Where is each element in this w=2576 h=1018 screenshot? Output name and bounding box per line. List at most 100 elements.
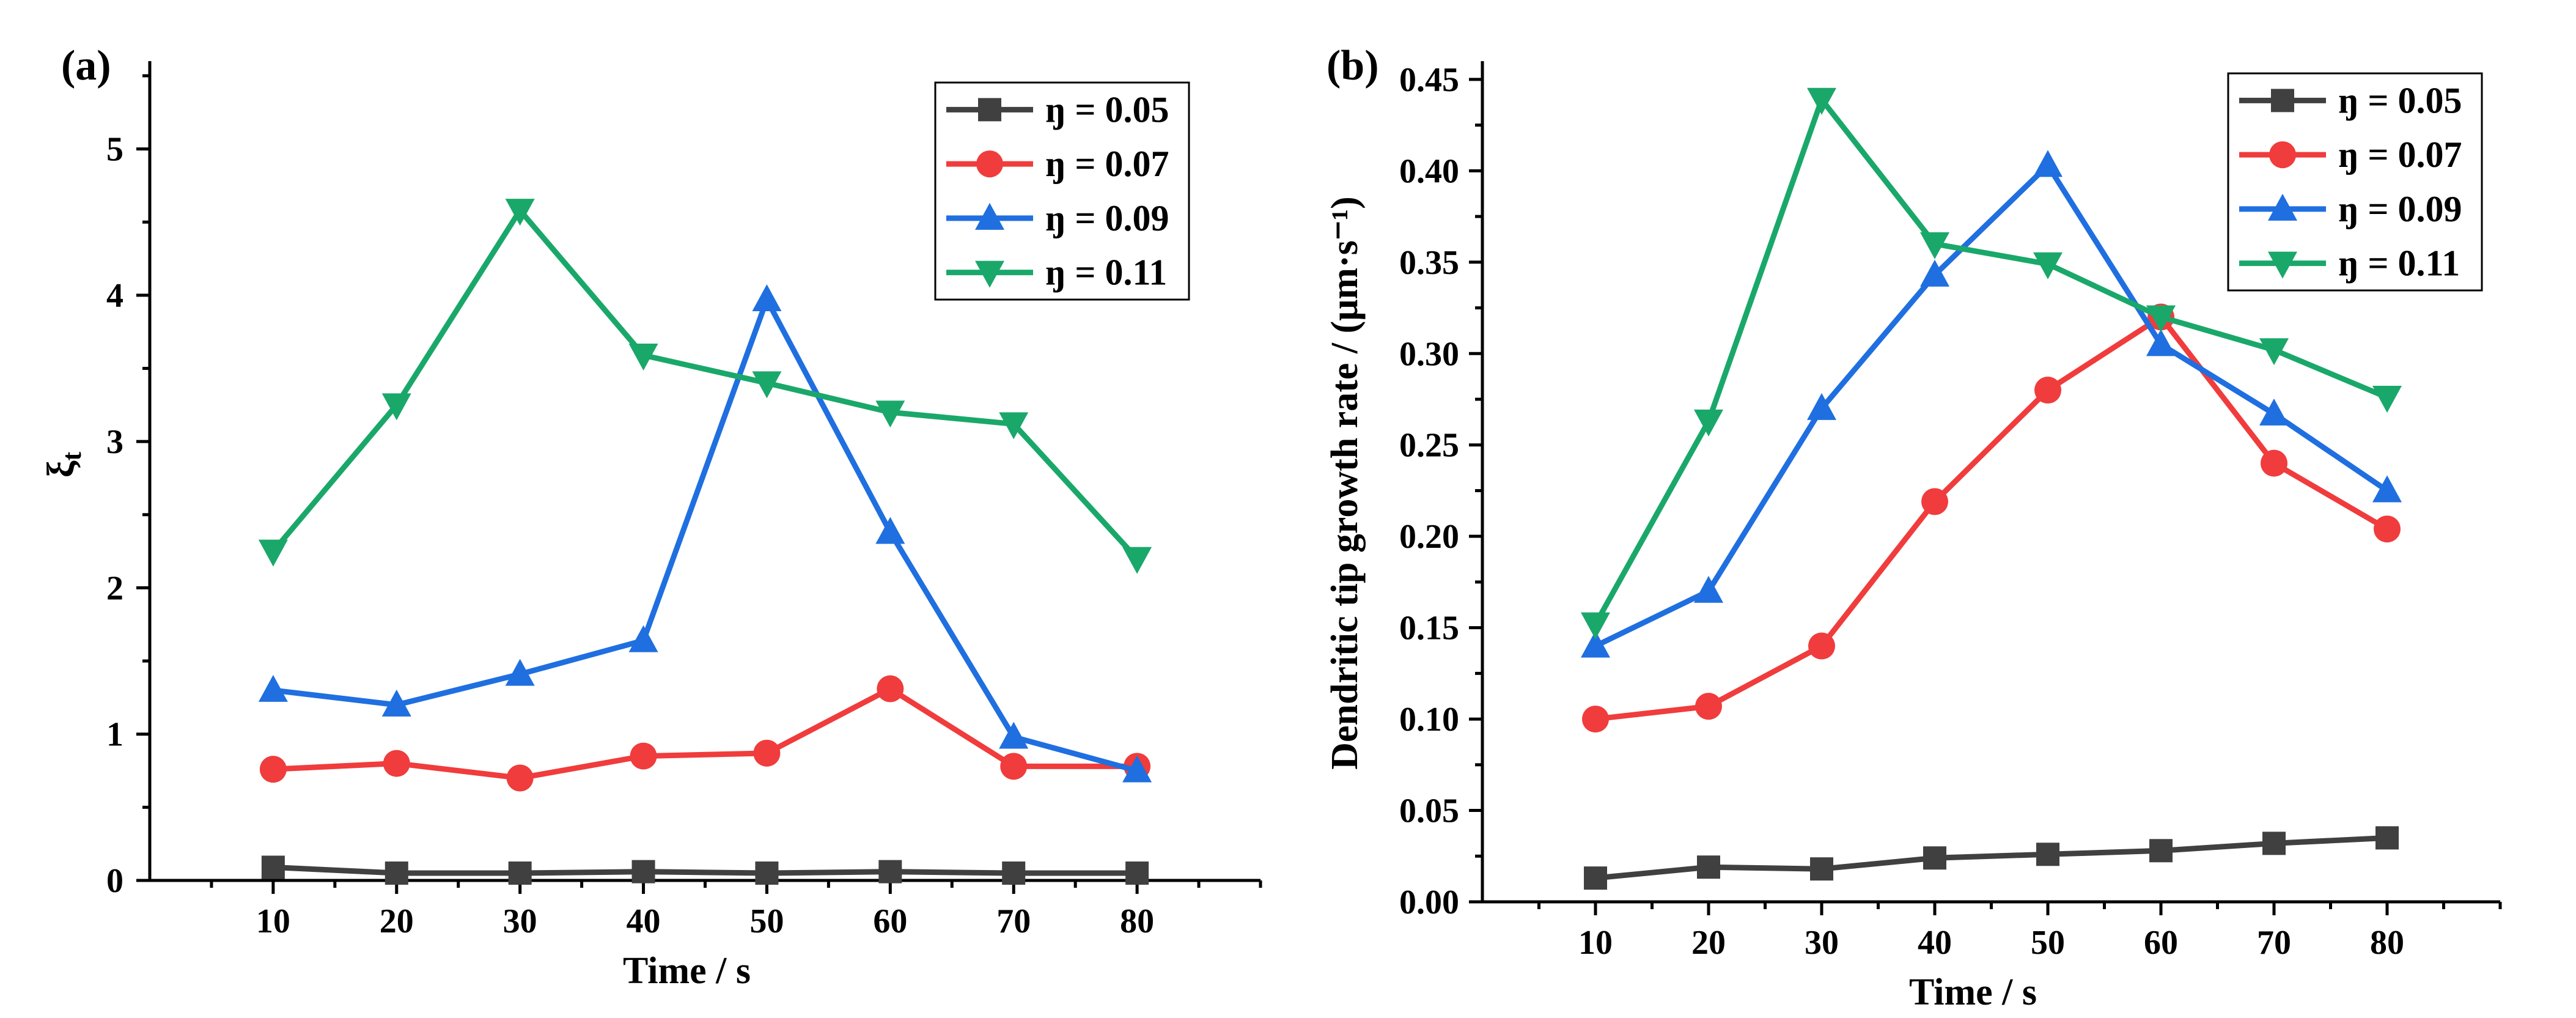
- data-point-series-4: [1581, 612, 1610, 640]
- y-axis-title: ξt: [40, 452, 87, 478]
- legend: ŋ = 0.05 ŋ = 0.07 ŋ = 0.09 ŋ = 0.11: [934, 81, 1190, 301]
- legend-entry-label: ŋ = 0.09: [2338, 189, 2462, 229]
- y-tick-label: 0.40: [1399, 152, 1459, 190]
- x-tick-label: 50: [749, 902, 784, 940]
- series-line-1: [273, 864, 1138, 876]
- data-point-series-4: [2033, 252, 2063, 279]
- legend-marker: [978, 98, 1001, 122]
- x-tick-label: 10: [256, 902, 290, 940]
- legend-marker: [2271, 89, 2294, 112]
- data-point-series-4: [2259, 338, 2289, 366]
- y-tick-label: 0.30: [1399, 335, 1459, 373]
- x-tick-label: 20: [1691, 924, 1726, 962]
- data-point-series-1: [878, 860, 902, 883]
- data-point-series-4: [1920, 232, 1949, 259]
- data-point-series-2: [753, 739, 781, 767]
- data-point-series-2: [630, 742, 657, 770]
- x-tick-label: 60: [2144, 924, 2178, 962]
- legend-marker: [2268, 193, 2297, 221]
- legend-marker: [2268, 251, 2297, 279]
- panel-label: (b): [1327, 42, 1379, 89]
- data-point-series-1: [1810, 857, 1833, 881]
- data-point-series-2: [1000, 753, 1028, 780]
- x-tick-label: 50: [2031, 924, 2065, 962]
- legend-entry-label: ŋ = 0.11: [2338, 243, 2460, 284]
- series-line-3: [273, 297, 1138, 773]
- y-tick-label: 0.45: [1399, 61, 1459, 99]
- chart-panel-a: 0 1 2 3 4 5 10 20 30 40 50 60 70 80 Time / s ξt (a) ŋ = 0…: [40, 42, 1262, 992]
- legend-marker: [975, 202, 1004, 230]
- y-tick-label: 0: [106, 862, 123, 900]
- data-point-series-1: [2036, 843, 2059, 866]
- series-line-1: [1595, 835, 2388, 881]
- y-tick-label: 0.20: [1399, 518, 1459, 556]
- data-point-series-2: [2374, 515, 2401, 543]
- y-tick-label: 0.25: [1399, 427, 1459, 465]
- data-point-series-3: [752, 284, 782, 312]
- x-tick-label: 80: [1120, 902, 1154, 940]
- data-point-series-2: [2034, 377, 2061, 404]
- data-point-series-3: [1122, 755, 1152, 783]
- data-point-series-2: [1582, 706, 1609, 733]
- data-point-series-3: [999, 721, 1029, 749]
- x-tick-label: 70: [996, 902, 1031, 940]
- data-point-series-3: [628, 625, 658, 652]
- data-point-series-4: [381, 393, 411, 421]
- x-axis-title: Time / s: [1909, 972, 2037, 1013]
- data-point-series-2: [1695, 693, 1722, 720]
- x-tick-label: 10: [1578, 924, 1613, 962]
- data-point-series-1: [2375, 826, 2399, 850]
- data-point-series-1: [508, 861, 532, 885]
- x-tick-label: 40: [627, 902, 661, 940]
- x-tick-label: 70: [2257, 924, 2291, 962]
- data-point-series-3: [875, 517, 905, 544]
- legend-marker: [2269, 141, 2296, 169]
- data-point-series-2: [506, 764, 534, 792]
- legend: ŋ = 0.05 ŋ = 0.07 ŋ = 0.09 ŋ = 0.11: [2227, 72, 2483, 292]
- y-tick-label: 0.15: [1399, 610, 1459, 647]
- y-tick-label: 0.05: [1399, 792, 1459, 830]
- y-tick-label: 5: [106, 131, 123, 169]
- data-point-series-4: [2146, 305, 2176, 333]
- y-tick-label: 1: [106, 716, 123, 754]
- data-point-series-3: [1581, 630, 1610, 658]
- data-point-series-1: [2149, 839, 2173, 863]
- data-point-series-4: [1694, 409, 1723, 437]
- panel-label: (a): [61, 42, 111, 89]
- y-tick-label: 0.10: [1399, 701, 1459, 739]
- data-point-series-3: [2033, 150, 2063, 177]
- legend-marker: [976, 150, 1003, 178]
- data-point-series-2: [259, 756, 287, 783]
- x-tick-label: 30: [503, 902, 537, 940]
- data-point-series-4: [628, 343, 658, 371]
- data-point-series-3: [2146, 329, 2176, 356]
- data-point-series-3: [1694, 575, 1723, 603]
- data-point-series-4: [752, 371, 782, 399]
- data-point-series-2: [383, 750, 410, 777]
- x-tick-label: 40: [1918, 924, 1952, 962]
- series-line-4: [271, 207, 1139, 561]
- data-point-series-2: [2261, 449, 2287, 477]
- data-point-series-1: [1125, 861, 1149, 885]
- data-point-series-1: [1697, 855, 1720, 879]
- data-point-series-3: [505, 658, 535, 686]
- y-tick-label: 3: [106, 423, 123, 461]
- legend-entry-label: ŋ = 0.07: [1045, 144, 1169, 184]
- data-point-series-3: [1807, 393, 1836, 420]
- data-point-series-4: [2372, 386, 2402, 413]
- data-point-series-4: [1122, 547, 1152, 574]
- series-line-2: [1595, 314, 2389, 722]
- legend-marker: [975, 260, 1004, 288]
- legend-entry-label: ŋ = 0.05: [2338, 80, 2462, 120]
- data-point-series-3: [2372, 475, 2402, 503]
- data-point-series-4: [258, 539, 288, 567]
- data-point-series-1: [2262, 832, 2286, 855]
- data-point-series-1: [631, 860, 655, 883]
- data-point-series-1: [1584, 866, 1607, 890]
- x-tick-label: 20: [380, 902, 414, 940]
- y-tick-label: 0.00: [1399, 883, 1459, 921]
- data-point-series-4: [1807, 87, 1836, 115]
- data-point-series-2: [1808, 632, 1835, 660]
- data-point-series-3: [381, 689, 411, 717]
- data-point-series-2: [877, 675, 904, 703]
